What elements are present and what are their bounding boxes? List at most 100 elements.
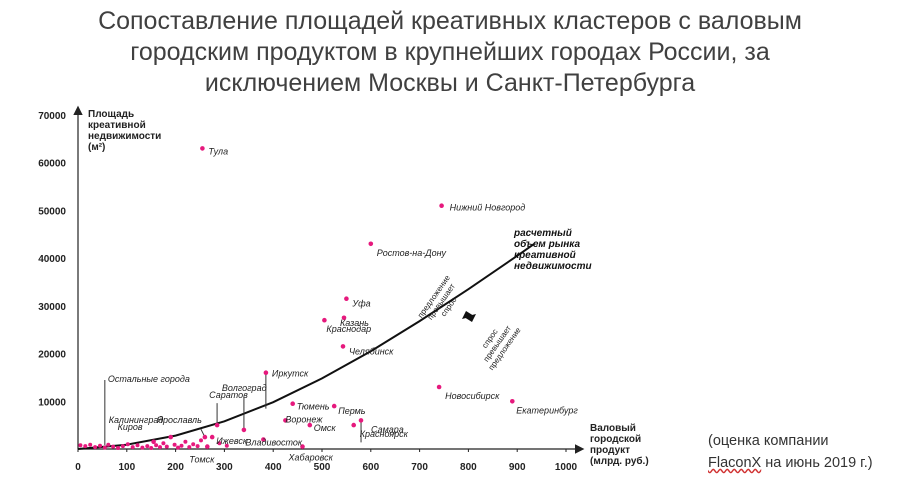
y-tick-label: 20000 [38,350,66,361]
x-tick-label: 0 [75,462,81,473]
x-tick-label: 500 [314,462,331,473]
chart-title-line-3: исключением Москвы и Санкт-Петербурга [204,69,696,97]
data-point [183,439,188,444]
data-point [331,403,337,409]
data-point [510,399,515,404]
data-point [344,296,349,302]
data-point [200,146,205,151]
curve-label-line: недвижимости [514,261,592,272]
data-point [83,444,88,449]
point-label: Владивосток [245,438,302,448]
data-point [195,444,200,449]
data-point [202,434,208,440]
data-point [102,445,107,450]
data-point [205,444,210,449]
data-point [120,444,125,449]
x-tick-label: 1000 [555,462,578,473]
data-point [176,445,180,450]
point-label: Ростов-на-Дону [377,248,447,258]
data-point [78,443,83,448]
data-point [340,344,346,349]
data-point [158,445,162,450]
source-note-line-2: FlaconX на июнь 2019 г.) [708,452,873,474]
data-point [179,443,184,448]
data-point [436,384,442,390]
data-point [168,434,173,440]
x-tick-label: 400 [265,462,282,473]
data-point [351,422,357,428]
point-label: Нижний Новгород [450,203,526,213]
point-label: Новосибирск [445,391,500,401]
y-tick-label: 30000 [38,302,66,313]
data-point [164,444,169,449]
x-axis-title-line: Валовый [590,423,636,434]
data-point [145,444,150,449]
data-point [187,445,192,450]
data-points [78,146,515,450]
data-point [358,418,364,423]
y-tick-label: 10000 [38,397,66,408]
down-arrow-head [464,314,476,322]
x-tick-label: 700 [411,462,428,473]
x-tick-label: 100 [118,462,135,473]
point-label: Екатеринбург [516,405,578,415]
point-label: Волгоград [222,383,267,393]
y-axis-title-line: (м²) [88,142,105,153]
data-point [191,442,196,447]
data-point [154,443,159,448]
x-tick-label: 600 [362,462,379,473]
point-label: Воронеж [285,414,323,424]
point-label: Пермь [338,406,366,416]
data-point [149,446,154,450]
x-axis-title-line: (млрд. руб.) [590,455,649,467]
data-point [111,444,116,449]
data-point [88,442,93,447]
data-point [214,422,220,428]
point-label: Калининград [109,415,164,425]
data-point [217,441,222,446]
x-tick-label: 800 [460,462,477,473]
data-point [151,439,156,445]
point-label: Хабаровск [288,453,334,463]
point-label: Казань [340,318,369,328]
data-point [199,438,203,443]
y-axis-title-line: недвижимости [88,131,161,142]
data-point [116,446,120,450]
data-point [93,445,98,450]
source-brand: FlaconX [708,455,762,471]
point-label: Ижевск [216,436,248,446]
data-point [209,434,215,440]
curve-label-line: креативной [514,250,576,261]
data-point [172,442,177,447]
point-label: Иркутск [272,369,309,379]
point-label: Красноярск [360,429,409,439]
data-point [300,444,305,449]
x-tick-label: 200 [167,462,184,473]
point-label: Краснодар [326,324,371,334]
chart-axes [73,105,585,454]
chart-title: Сопоставление площадей креативных класте… [40,6,860,99]
point-label: Ярославль [156,415,202,425]
source-note-date: на июнь 2019 г.) [761,455,873,471]
point-label: Самара [371,424,404,434]
data-point [341,315,347,321]
y-tick-label: 50000 [38,206,66,217]
chart-title-line-2: городским продуктом в крупнейших городах… [130,38,770,66]
curve-label-line: расчетный [513,228,572,239]
x-tick-label: 900 [509,462,526,473]
data-point [140,445,145,450]
data-point [98,443,102,448]
source-note: (оценка компании FlaconX на июнь 2019 г.… [708,430,873,474]
data-point [106,442,111,447]
point-label: Киров [118,422,143,432]
y-tick-label: 40000 [38,254,66,265]
point-labels: Тула Нижний Новгород Ростов-на-Дону Уфа Каза… [109,146,579,464]
point-label: Тула [208,146,228,156]
source-note-line-1: (оценка компании [708,433,829,449]
data-point [224,443,229,448]
data-point [307,422,313,428]
y-axis-title-line: Площадь [88,109,134,120]
